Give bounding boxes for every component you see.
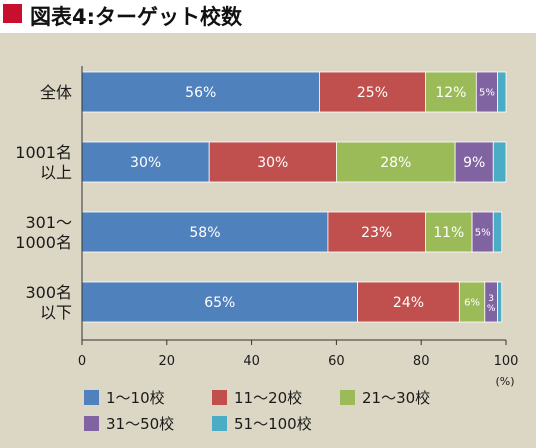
bar-segment-1-0 bbox=[81, 141, 210, 183]
data-label-1-2: 28% bbox=[380, 155, 411, 171]
data-label-2-3: 5% bbox=[475, 228, 491, 239]
chart-title: 図表4:ターゲット校数 bbox=[30, 5, 243, 29]
category-label-2-1: 1000名 bbox=[15, 233, 72, 252]
category-label-3-1: 以下 bbox=[40, 303, 72, 322]
bar-segment-3-1 bbox=[357, 281, 460, 323]
legend-label-4: 51〜100校 bbox=[234, 415, 312, 433]
bar-segment-2-4 bbox=[492, 211, 503, 253]
bar-segment-1-4 bbox=[492, 141, 507, 183]
category-label-0-0: 全体 bbox=[40, 83, 72, 102]
category-label-2-0: 301〜 bbox=[25, 213, 72, 232]
x-tick-label-1: 20 bbox=[159, 354, 176, 369]
bar-segment-3-2 bbox=[458, 281, 486, 323]
title-marker-icon bbox=[3, 4, 22, 23]
legend-label-3: 31〜50校 bbox=[106, 415, 174, 433]
legend-swatch-1 bbox=[212, 390, 227, 405]
legend-label-2: 21〜30校 bbox=[362, 389, 430, 407]
data-label-1-3: 9% bbox=[463, 155, 485, 171]
data-label-3-1: 24% bbox=[393, 295, 424, 311]
category-label-3-0: 300名 bbox=[25, 283, 72, 302]
bar-segment-1-3 bbox=[454, 141, 494, 183]
data-label-3-2: 6% bbox=[464, 298, 480, 309]
data-label-2-0: 58% bbox=[189, 225, 220, 241]
data-label-2-1: 23% bbox=[361, 225, 392, 241]
data-label-3-0: 65% bbox=[204, 295, 235, 311]
data-label-0-0: 56% bbox=[185, 85, 216, 101]
legend-label-0: 1〜10校 bbox=[106, 389, 165, 407]
data-label-0-3: 5% bbox=[479, 88, 495, 99]
bar-segment-0-1 bbox=[319, 71, 426, 113]
x-tick-label-0: 0 bbox=[78, 354, 86, 369]
data-label-2-2: 11% bbox=[433, 225, 464, 241]
category-label-1-0: 1001名 bbox=[15, 143, 72, 162]
bar-segment-2-0 bbox=[81, 211, 329, 253]
x-tick-label-3: 60 bbox=[328, 354, 345, 369]
data-label-3-3-a: 3 bbox=[488, 294, 494, 304]
title-bar: 図表4:ターゲット校数 bbox=[0, 0, 536, 32]
x-tick-label-5: 100 bbox=[494, 354, 519, 369]
x-axis-unit-label: (%) bbox=[495, 375, 514, 388]
bar-segment-2-1 bbox=[327, 211, 426, 253]
legend-swatch-3 bbox=[84, 416, 99, 431]
data-label-1-0: 30% bbox=[130, 155, 161, 171]
bar-segment-3-0 bbox=[81, 281, 359, 323]
legend-swatch-4 bbox=[212, 416, 227, 431]
bar-segment-0-4 bbox=[497, 71, 507, 113]
data-label-1-1: 30% bbox=[257, 155, 288, 171]
legend-swatch-2 bbox=[340, 390, 355, 405]
data-label-0-1: 25% bbox=[357, 85, 388, 101]
legend-swatch-0 bbox=[84, 390, 99, 405]
data-label-3-3-b: % bbox=[487, 304, 496, 314]
category-label-1-1: 以上 bbox=[40, 163, 72, 182]
x-tick-label-2: 40 bbox=[243, 354, 260, 369]
bar-segment-3-4 bbox=[497, 281, 503, 323]
x-tick-label-4: 80 bbox=[413, 354, 430, 369]
data-label-0-2: 12% bbox=[435, 85, 466, 101]
bar-segment-1-1 bbox=[208, 141, 337, 183]
legend-label-1: 11〜20校 bbox=[234, 389, 302, 407]
